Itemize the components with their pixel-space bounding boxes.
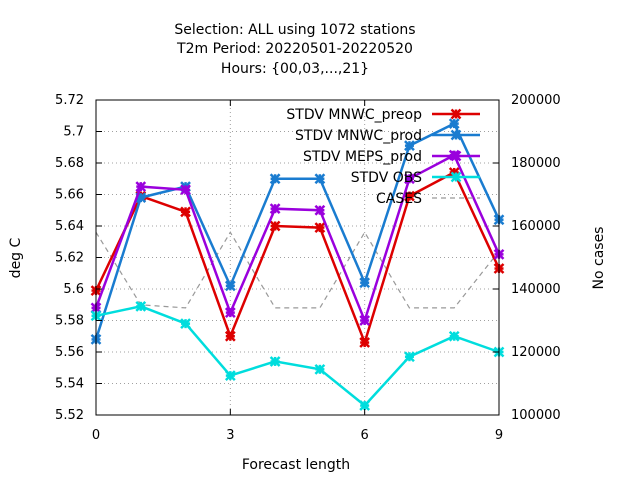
- data-point-stdv-meps-prod: [314, 204, 326, 216]
- y-tick-label: 5.54: [55, 377, 84, 392]
- legend-marker: [450, 171, 462, 183]
- legend-marker: [450, 150, 462, 162]
- data-point-stdv-obs: [224, 370, 236, 382]
- y-tick-label: 5.56: [55, 345, 84, 360]
- legend-entry-stdv-meps-prod: STDV MEPS_prod: [303, 149, 480, 165]
- data-point-stdv-mnwc-prod: [224, 280, 236, 292]
- series-cases: [95, 231, 500, 309]
- data-point-stdv-mnwc-prod: [359, 277, 371, 289]
- y-tick-label: 5.64: [55, 219, 84, 234]
- y2-tick-label: 140000: [511, 282, 561, 297]
- data-point-stdv-mnwc-preop: [180, 206, 191, 218]
- x-tick-label: 6: [361, 428, 369, 443]
- data-point-stdv-meps-prod: [180, 184, 191, 196]
- data-point-stdv-mnwc-preop: [404, 190, 415, 202]
- y-tick-label: 5.7: [63, 125, 84, 140]
- data-point-stdv-obs: [404, 351, 415, 363]
- data-point-stdv-meps-prod: [135, 181, 147, 193]
- y-tick-label: 5.72: [55, 93, 84, 108]
- data-point-stdv-mnwc-preop: [359, 337, 371, 348]
- data-point-stdv-meps-prod: [359, 315, 371, 326]
- data-point-stdv-mnwc-preop: [314, 222, 326, 233]
- data-point-stdv-obs: [359, 400, 371, 411]
- legend-label: STDV OBS: [351, 170, 422, 186]
- legend-entry-cases: CASES: [376, 191, 480, 207]
- y-tick-label: 5.52: [55, 408, 84, 423]
- y2-tick-label: 200000: [511, 93, 561, 108]
- data-point-stdv-obs: [135, 300, 147, 312]
- y-tick-label: 5.58: [55, 314, 84, 329]
- data-point-stdv-meps-prod: [269, 203, 281, 215]
- data-point-stdv-obs: [448, 330, 460, 342]
- y-tick-label: 5.66: [55, 188, 84, 203]
- y2-tick-label: 100000: [511, 408, 561, 423]
- y-tick-label: 5.62: [55, 251, 84, 266]
- chart-title: Selection: ALL using 1072 stations T2m P…: [174, 22, 415, 77]
- data-point-stdv-mnwc-preop: [224, 330, 236, 342]
- x-axis-title: Forecast length: [242, 457, 350, 473]
- series-layer: [90, 118, 505, 411]
- legend-label: CASES: [376, 191, 422, 207]
- series-line-stdv-mnwc-preop: [94, 170, 501, 347]
- title-line-1: Selection: ALL using 1072 stations: [174, 22, 415, 38]
- series-stdv-obs: [90, 300, 505, 411]
- data-point-stdv-mnwc-prod: [269, 173, 281, 185]
- legend-label: STDV MEPS_prod: [303, 149, 422, 165]
- legend-entry-stdv-mnwc-prod: STDV MNWC_prod: [295, 128, 480, 144]
- title-line-3: Hours: {00,03,...,21}: [221, 61, 369, 77]
- legend-entry-stdv-obs: STDV OBS: [351, 170, 480, 186]
- title-line-2: T2m Period: 20220501-20220520: [176, 41, 413, 57]
- data-point-stdv-mnwc-prod: [448, 118, 460, 130]
- legend-entry-stdv-mnwc-preop: STDV MNWC_preop: [286, 107, 480, 123]
- series-line-stdv-meps-prod: [94, 153, 501, 325]
- y2-tick-label: 180000: [511, 156, 561, 171]
- legend-label: STDV MNWC_prod: [295, 128, 422, 144]
- data-point-stdv-meps-prod: [224, 307, 236, 319]
- data-point-stdv-mnwc-prod: [314, 173, 326, 185]
- y2-tick-label: 160000: [511, 219, 561, 234]
- data-point-stdv-mnwc-preop: [269, 220, 281, 232]
- data-point-stdv-mnwc-prod: [404, 140, 415, 152]
- series-line-stdv-obs: [95, 305, 500, 408]
- y-axis-title: deg C: [8, 237, 24, 278]
- y2-tick-label: 120000: [511, 345, 561, 360]
- y-tick-label: 5.6: [63, 282, 84, 297]
- data-point-stdv-meps-prod: [404, 173, 415, 185]
- x-tick-label: 0: [92, 428, 100, 443]
- ticks: 5.52 5.54 5.56 5.58 5.6 5.62 5.64 5.66 5.68 5.7 5.…: [55, 93, 561, 443]
- data-point-stdv-obs: [269, 356, 281, 367]
- x-tick-label: 9: [495, 428, 503, 443]
- grid: [96, 100, 499, 415]
- legend: STDV MNWC_preop STDV MNWC_prod STDV MEPS_p…: [286, 107, 480, 207]
- data-point-stdv-obs: [180, 318, 191, 330]
- x-tick-label: 3: [226, 428, 234, 443]
- legend-label: STDV MNWC_preop: [286, 107, 422, 123]
- series-line-stdv-mnwc-prod: [94, 121, 501, 340]
- y-tick-label: 5.68: [55, 156, 84, 171]
- legend-marker: [450, 108, 462, 120]
- y2-axis-title: No cases: [591, 227, 607, 290]
- series-line-cases: [95, 231, 500, 309]
- legend-marker: [450, 129, 462, 141]
- data-point-stdv-obs: [314, 363, 326, 375]
